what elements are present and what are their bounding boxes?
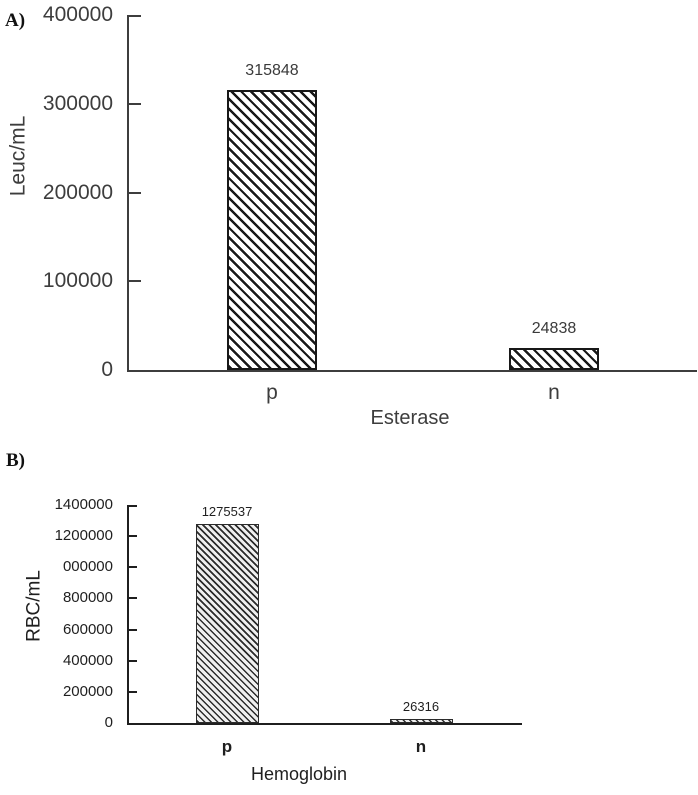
panel-b-plot-area: 0 200000 400000 600000 800000 000000 1200000 14… [55,496,522,756]
y-axis-tick [129,659,137,662]
y-axis-tick-label: 1200000 [54,527,113,545]
y-axis-tick-label: 600000 [62,620,113,638]
category-label-n: n [548,381,560,404]
y-axis-tick-label: 000000 [62,558,113,576]
bar-value-label: 315848 [245,61,299,79]
y-axis-tick-label: 0 [101,358,113,381]
y-axis-tick-label: 400000 [42,3,113,26]
bar-p [195,524,259,723]
panel-a-x-axis-title: Esterase [370,407,450,429]
category-label-p: p [221,737,233,756]
category-label-p: p [266,381,278,404]
y-axis-tick-label: 1400000 [54,496,113,513]
y-axis-tick [129,597,137,600]
panel-a-plot-area: 0 100000 200000 300000 400000 315848 p 24838 n [43,3,697,404]
y-axis-tick [129,535,137,538]
y-axis-tick [129,690,137,693]
y-axis-tick-label: 200000 [42,180,113,204]
bar-value-label: 24838 [531,319,577,337]
y-axis-tick [129,102,141,105]
bar-value-label: 1275537 [201,504,253,520]
panel-a-y-axis-title: Leuc/mL [6,115,30,197]
y-axis-tick [129,628,137,631]
y-axis-tick-label: 100000 [42,269,113,293]
y-axis-tick-label: 400000 [62,651,113,669]
y-axis-tick [129,566,137,569]
bar-n [389,718,453,723]
category-label-n: n [415,737,427,756]
bar-p [227,89,317,370]
y-axis-tick-label: 0 [104,714,113,731]
panel-b-label: B) [6,450,25,471]
panel-b-x-axis-title: Hemoglobin [250,764,348,784]
y-axis-tick-label: 300000 [42,91,113,115]
bar-value-label: 26316 [402,698,440,714]
y-axis-tick-label: 800000 [62,589,113,607]
y-axis-tick [129,280,141,283]
y-axis-tick [129,15,141,17]
panel-b-y-axis-title: RBC/mL [23,570,45,642]
panel-a-label: A) [5,10,26,31]
y-axis-tick [129,191,141,194]
bar-n [509,347,599,370]
y-axis-tick [129,505,137,507]
y-axis-tick-label: 200000 [62,682,113,700]
